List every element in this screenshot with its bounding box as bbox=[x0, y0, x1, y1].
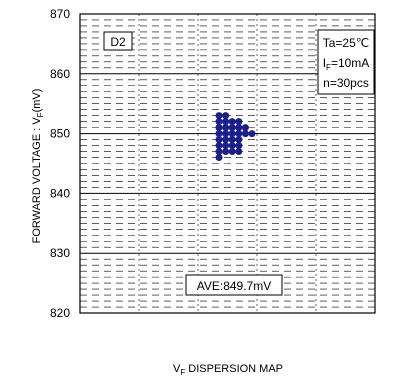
data-point bbox=[228, 118, 236, 126]
data-point bbox=[222, 136, 230, 144]
data-point bbox=[235, 124, 243, 132]
y-tick-label: 820 bbox=[50, 306, 70, 320]
data-point bbox=[222, 118, 230, 126]
data-point bbox=[222, 130, 230, 138]
data-point bbox=[235, 148, 243, 156]
x-axis-label: VF DISPERSION MAP bbox=[173, 363, 283, 377]
data-point bbox=[222, 148, 230, 156]
y-tick-label: 850 bbox=[50, 127, 70, 141]
device-label-box bbox=[103, 31, 133, 51]
data-point bbox=[228, 142, 236, 150]
y-axis-label: FORWARD VOLTAGE : VF(mV) bbox=[31, 89, 45, 244]
data-point bbox=[215, 124, 223, 132]
data-point bbox=[235, 118, 243, 126]
y-tick-label: 830 bbox=[50, 246, 70, 260]
average-box bbox=[185, 274, 283, 296]
condition-sample-count: n=30pcs bbox=[323, 76, 369, 90]
y-tick-label: 870 bbox=[50, 7, 70, 21]
data-point bbox=[228, 136, 236, 144]
y-tick-labels: 820 830 840 850 860 870 bbox=[50, 7, 70, 320]
data-point bbox=[235, 136, 243, 144]
device-label: D2 bbox=[110, 35, 126, 49]
y-tick-label: 840 bbox=[50, 186, 70, 200]
data-point bbox=[215, 148, 223, 156]
data-point bbox=[215, 130, 223, 138]
data-point bbox=[241, 130, 249, 138]
data-point bbox=[222, 124, 230, 132]
data-point bbox=[222, 112, 230, 120]
data-point bbox=[248, 130, 256, 138]
data-point bbox=[228, 148, 236, 156]
y-tick-label: 860 bbox=[50, 67, 70, 81]
data-point bbox=[235, 130, 243, 138]
average-label: AVE:849.7mV bbox=[197, 279, 271, 293]
data-point bbox=[228, 124, 236, 132]
data-point bbox=[215, 142, 223, 150]
data-point bbox=[215, 118, 223, 126]
data-point bbox=[241, 124, 249, 132]
data-points bbox=[215, 112, 256, 162]
data-point bbox=[215, 154, 223, 162]
condition-temperature: Ta=25℃ bbox=[323, 36, 370, 50]
data-point bbox=[215, 112, 223, 120]
plot-frame bbox=[79, 13, 376, 314]
data-point bbox=[228, 130, 236, 138]
data-point bbox=[215, 136, 223, 144]
data-point bbox=[222, 142, 230, 150]
condition-current: IF=10mA bbox=[323, 56, 370, 72]
conditions-box bbox=[317, 29, 375, 95]
data-point bbox=[235, 142, 243, 150]
